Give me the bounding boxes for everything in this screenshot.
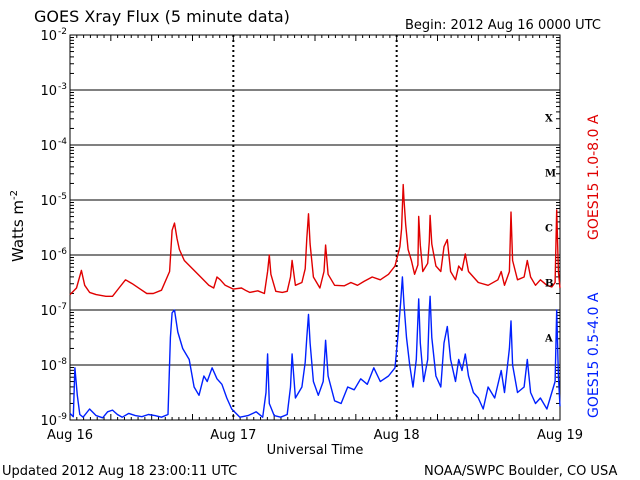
flare-class-label: M	[545, 169, 556, 180]
y-tick-label: 10	[40, 414, 57, 429]
flare-class-label: X	[545, 114, 553, 125]
y-tick-label: 10	[40, 29, 57, 44]
y-tick-label: 10	[40, 249, 57, 264]
y-axis-title-base: Watts m	[9, 200, 27, 262]
series-line-0	[69, 183, 561, 297]
y-tick-label: 10	[40, 304, 57, 319]
updated-timestamp: Updated 2012 Aug 18 23:00:11 UTC	[2, 464, 237, 479]
chart-title: GOES Xray Flux (5 minute data)	[34, 7, 290, 26]
flare-class-label: A	[544, 334, 553, 345]
x-tick-label: Aug 19	[537, 428, 583, 443]
flare-class-label: C	[545, 224, 553, 235]
y-tick-exponent: -7	[58, 302, 67, 312]
y-tick-label: 10	[40, 139, 57, 154]
y-tick-label: 10	[40, 194, 57, 209]
plot-area	[69, 34, 561, 421]
series-line-1	[69, 276, 561, 419]
axis-ticks	[70, 34, 560, 421]
y-tick-exponent: -2	[58, 27, 67, 37]
y-tick-exponent: -5	[58, 192, 67, 202]
y-tick-exponent: -9	[58, 412, 67, 422]
y-tick-label: 10	[40, 359, 57, 374]
flare-class-label: B	[545, 279, 553, 290]
y-tick-label: 10	[40, 84, 57, 99]
x-tick-label: Aug 18	[374, 428, 420, 443]
y-axis-title-exponent: -2	[9, 190, 20, 200]
legend-long-channel: GOES15 1.0-8.0 A	[586, 114, 602, 240]
series-lines	[69, 183, 561, 419]
y-tick-exponent: -8	[58, 357, 67, 367]
x-tick-label: Aug 16	[47, 428, 93, 443]
y-tick-exponent: -6	[58, 247, 67, 257]
legend-short-channel: GOES15 0.5-4.0 A	[586, 292, 602, 418]
agency-credit: NOAA/SWPC Boulder, CO USA	[424, 464, 617, 479]
x-axis-title: Universal Time	[267, 443, 364, 458]
x-tick-label: Aug 17	[210, 428, 256, 443]
y-tick-exponent: -3	[58, 82, 67, 92]
begin-timestamp: Begin: 2012 Aug 16 0000 UTC	[405, 18, 601, 33]
y-tick-exponent: -4	[58, 137, 67, 147]
y-axis-title: Watts m-2	[9, 190, 27, 262]
